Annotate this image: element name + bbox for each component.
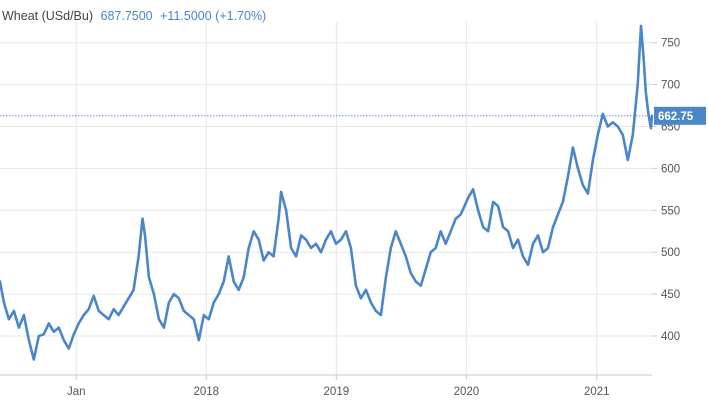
x-tick-label: 2019 [324,386,350,398]
price-change: +11.5000 (+1.70%) [160,9,267,23]
current-price: 687.7500 [100,9,153,23]
x-axis: Jan 2018 2019 2020 2021 [67,375,610,398]
last-price-label: 662.75 [654,106,706,125]
y-tick-label: 700 [661,80,680,92]
y-tick-label: 450 [661,289,680,301]
last-price-value: 662.75 [658,111,694,123]
y-tick-label: 500 [661,247,680,259]
x-tick-label: 2018 [193,386,219,398]
price-line [0,24,654,361]
x-tick-label: 2020 [454,386,480,398]
instrument-name: Wheat (USd/Bu) [2,9,94,23]
y-tick-label: 600 [661,163,680,175]
y-tick-label: 550 [661,205,680,217]
y-tick-label: 400 [661,331,680,343]
x-tick-label: Jan [67,386,86,398]
chart-header: Wheat (USd/Bu) 687.7500 +11.5000 (+1.70%… [2,9,266,23]
x-tick-label: 2021 [584,386,610,398]
y-tick-label: 750 [661,38,680,50]
last-price-label-bg [654,106,706,125]
grid [0,22,652,375]
